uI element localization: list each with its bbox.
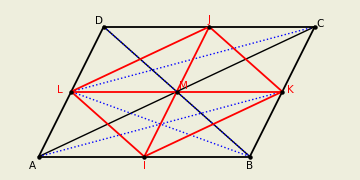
Text: B: B — [246, 161, 253, 171]
Text: I: I — [143, 161, 146, 171]
Text: J: J — [208, 15, 211, 24]
Text: K: K — [287, 85, 294, 95]
Text: C: C — [316, 19, 323, 29]
Text: M: M — [179, 81, 188, 91]
Text: D: D — [95, 16, 103, 26]
Text: A: A — [29, 161, 36, 171]
Text: L: L — [57, 85, 63, 95]
